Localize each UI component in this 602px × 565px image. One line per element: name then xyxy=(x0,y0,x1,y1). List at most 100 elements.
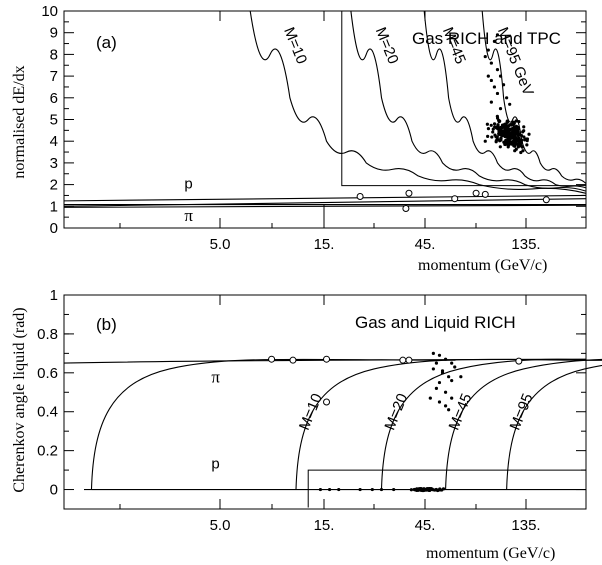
panel-b-baseline-point xyxy=(392,487,396,492)
panel-a-data-point xyxy=(519,144,523,148)
panel-a-data-point xyxy=(495,33,500,37)
panel-b-ytick-label: 0.2 xyxy=(37,443,58,460)
panel-b-baseline-point xyxy=(409,488,413,492)
panel-a-ytick-label: 10 xyxy=(41,3,58,20)
panel-b-proton-curve xyxy=(90,358,456,490)
panel-a-data-point xyxy=(486,126,491,131)
panel-a-data-point xyxy=(497,129,501,133)
panel-b-baseline-point xyxy=(435,488,440,493)
panel-a-ytick-label: 2 xyxy=(50,177,58,194)
panel-a-data-point xyxy=(505,128,510,132)
panel-a-data-point xyxy=(512,141,516,145)
panel-a-data-point xyxy=(492,39,497,43)
panel-a-mass-label: M=20 xyxy=(372,25,402,67)
panel-b-open-point xyxy=(323,398,331,406)
panel-b-data-point xyxy=(434,361,439,365)
panel-b-data-point xyxy=(440,371,445,375)
panel-b-data-point xyxy=(428,396,432,400)
panel-a: (a) Gas RICH and TPC momentum (GeV/c) no… xyxy=(11,3,587,274)
panel-b-data-point xyxy=(431,351,435,355)
panel-a-data-point xyxy=(513,149,517,153)
panel-b-mass-curve-95 xyxy=(506,359,602,490)
panel-a-data-point xyxy=(496,127,500,131)
panel-a-data-point xyxy=(514,126,518,130)
panel-a-band-flat2 xyxy=(63,204,587,208)
panel-b-xlabel: momentum (GeV/c) xyxy=(426,545,555,562)
panel-b-baseline-point xyxy=(425,488,429,492)
panel-b-data-point xyxy=(443,404,448,408)
panel-b-frame xyxy=(63,294,587,510)
panel-a-data-point xyxy=(506,132,510,136)
panel-b-baseline-point xyxy=(379,487,384,492)
panel-a-data-point xyxy=(495,91,500,96)
panel-a-data-point xyxy=(508,134,512,138)
panel-a-data-point xyxy=(521,149,525,153)
panel-a-mass-curve xyxy=(423,10,587,189)
panel-a-data-point xyxy=(485,122,489,126)
panel-a-xlabel: momentum (GeV/c) xyxy=(418,257,547,274)
panel-a-ytick-label: 5 xyxy=(50,112,58,129)
panel-b-xtick-label: 5.0 xyxy=(210,517,231,534)
panel-b-ytick-label: 0.6 xyxy=(37,365,58,382)
panel-a-data-point xyxy=(508,102,512,106)
panel-b-baseline-point xyxy=(318,487,323,492)
panel-b-data-point xyxy=(434,386,439,390)
panel-a-data-point xyxy=(500,131,505,135)
panel-a-data-point xyxy=(512,144,516,148)
panel-b-band-label: π xyxy=(211,368,220,387)
panel-a-data-point xyxy=(492,122,497,126)
panel-a-data-point xyxy=(486,134,490,138)
panel-a-data-point xyxy=(525,137,530,141)
panel-b-data-point xyxy=(437,353,442,357)
panel-a-lines: pπM=10 M=20 M=45 M=95 GeV xyxy=(63,10,587,228)
panel-b-band-label: p xyxy=(211,455,219,472)
panel-b-mass-curve-20-label: M=20 xyxy=(381,391,411,433)
panel-b-ytick-label: 0.4 xyxy=(37,404,58,421)
panel-b-open-point xyxy=(515,357,523,365)
panel-a-data-point xyxy=(522,135,526,139)
panel-a-data-point xyxy=(519,150,523,155)
panel-a-band-p xyxy=(63,194,587,202)
panel-a-data-point xyxy=(505,96,509,100)
panel-b-mass-curve-10 xyxy=(295,358,587,490)
panel-b-data-point xyxy=(459,375,463,379)
panel-a-open-point xyxy=(451,195,459,203)
panel-a-data-point xyxy=(489,78,493,83)
panel-a-points xyxy=(356,33,550,212)
panel-a-data-point xyxy=(492,85,497,89)
panel-a-data-point xyxy=(525,143,529,147)
panel-a-ytick-label: 6 xyxy=(50,90,58,107)
panel-a-data-point xyxy=(521,130,525,134)
panel-a-xtick-label: 45. xyxy=(415,236,436,253)
panel-b-lines: π p M=10 M=20 M=45 M=95 xyxy=(63,358,602,508)
panel-b-ytick-label: 0 xyxy=(50,482,58,499)
panel-a-data-point xyxy=(498,145,502,149)
panel-b: (b) Gas and Liquid RICH momentum (GeV/c)… xyxy=(11,287,602,562)
panel-a-data-point xyxy=(486,74,490,78)
panel-a-data-point xyxy=(514,119,518,123)
panel-b-cut-box xyxy=(307,469,586,508)
panel-b-data-point xyxy=(447,375,451,379)
panel-a-open-point xyxy=(472,189,480,197)
panel-b-baseline-point xyxy=(413,488,417,492)
panel-a-data-point xyxy=(517,140,522,144)
panel-b-ticks: 0 0.2 0.4 0.6 0.8 1 5.0 15. 45. 135. xyxy=(37,287,586,534)
panel-a-annotation: Gas RICH and TPC xyxy=(412,29,561,48)
panel-a-data-point xyxy=(509,131,514,135)
panel-b-mass-curve-95-label: M=95 xyxy=(507,391,537,433)
panel-a-data-point xyxy=(491,130,495,134)
panel-b-data-point xyxy=(437,380,442,385)
panel-b-xtick-label: 45. xyxy=(415,517,436,534)
panel-a-xtick-label: 5.0 xyxy=(210,236,231,253)
panel-b-open-point xyxy=(405,356,413,364)
panel-a-data-point xyxy=(500,133,505,138)
panel-a-data-point xyxy=(515,139,519,143)
panel-b-mass-curve-45-label: M=45 xyxy=(446,391,476,433)
panel-a-data-point xyxy=(502,123,506,127)
panel-a-ytick-label: 8 xyxy=(50,46,58,63)
panel-b-open-point xyxy=(399,356,407,364)
panel-b-mass-curve-10-label: M=10 xyxy=(296,391,326,433)
panel-a-mass-curve xyxy=(481,10,587,184)
panel-a-data-point xyxy=(483,54,487,59)
panel-a-band-label: π xyxy=(184,206,193,225)
